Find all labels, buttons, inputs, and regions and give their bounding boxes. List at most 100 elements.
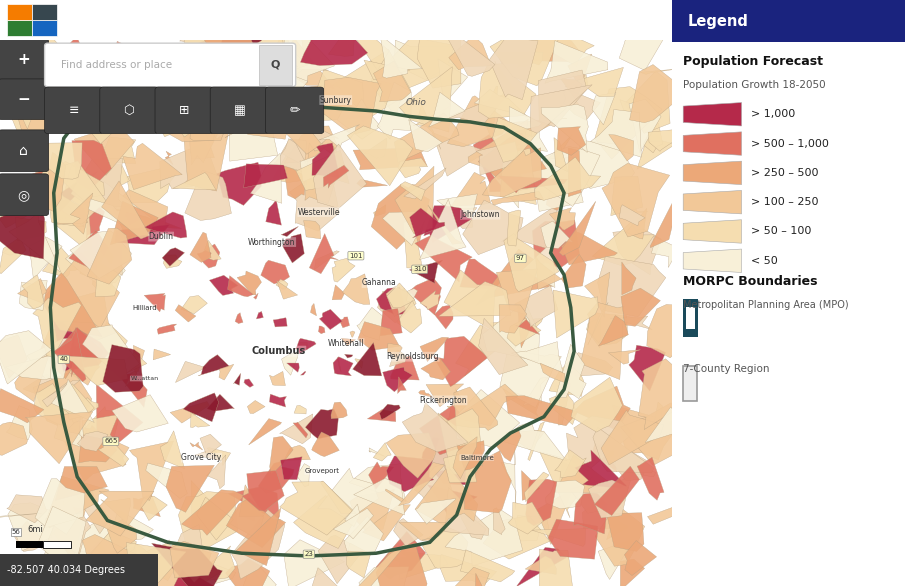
Polygon shape bbox=[522, 244, 555, 288]
Polygon shape bbox=[294, 406, 306, 414]
FancyBboxPatch shape bbox=[210, 87, 269, 134]
Polygon shape bbox=[6, 406, 33, 440]
Polygon shape bbox=[619, 16, 669, 70]
Polygon shape bbox=[310, 304, 317, 316]
Polygon shape bbox=[452, 437, 477, 479]
Polygon shape bbox=[36, 86, 72, 109]
Polygon shape bbox=[179, 70, 205, 103]
Polygon shape bbox=[0, 193, 41, 228]
Polygon shape bbox=[368, 448, 386, 456]
Polygon shape bbox=[409, 260, 443, 284]
Polygon shape bbox=[233, 373, 241, 385]
Polygon shape bbox=[0, 237, 26, 274]
Polygon shape bbox=[553, 290, 598, 338]
Polygon shape bbox=[118, 540, 152, 585]
Text: Worthington: Worthington bbox=[248, 237, 296, 247]
Polygon shape bbox=[609, 447, 646, 481]
Polygon shape bbox=[424, 206, 472, 243]
Polygon shape bbox=[235, 313, 243, 323]
Polygon shape bbox=[561, 254, 586, 288]
Polygon shape bbox=[281, 226, 299, 237]
Polygon shape bbox=[67, 59, 119, 108]
Polygon shape bbox=[0, 422, 27, 455]
Polygon shape bbox=[5, 81, 38, 129]
Polygon shape bbox=[199, 21, 259, 80]
Polygon shape bbox=[683, 132, 741, 155]
Text: MTP 2020-2050 Population and Employment Forecasts: MTP 2020-2050 Population and Employment … bbox=[104, 10, 747, 30]
Polygon shape bbox=[71, 328, 109, 377]
Text: > 100 – 250: > 100 – 250 bbox=[751, 197, 818, 207]
Bar bbox=[687, 307, 695, 329]
Polygon shape bbox=[119, 352, 147, 374]
Polygon shape bbox=[54, 424, 95, 452]
Polygon shape bbox=[395, 166, 434, 234]
Polygon shape bbox=[393, 551, 448, 580]
Polygon shape bbox=[88, 86, 123, 124]
Polygon shape bbox=[179, 22, 224, 55]
Polygon shape bbox=[364, 138, 387, 159]
Polygon shape bbox=[107, 519, 137, 553]
Polygon shape bbox=[290, 165, 339, 231]
Polygon shape bbox=[82, 534, 151, 586]
Text: 7-County Region: 7-County Region bbox=[683, 364, 769, 374]
Polygon shape bbox=[297, 464, 310, 486]
Polygon shape bbox=[147, 54, 178, 81]
Polygon shape bbox=[228, 501, 263, 539]
Polygon shape bbox=[196, 497, 233, 540]
Polygon shape bbox=[553, 31, 595, 67]
Polygon shape bbox=[198, 355, 230, 376]
Polygon shape bbox=[173, 524, 205, 582]
Text: ≡: ≡ bbox=[69, 104, 79, 117]
Polygon shape bbox=[300, 12, 367, 66]
Text: +: + bbox=[17, 52, 30, 67]
Polygon shape bbox=[395, 113, 459, 162]
Polygon shape bbox=[186, 122, 214, 159]
Polygon shape bbox=[90, 161, 129, 193]
Polygon shape bbox=[476, 249, 554, 306]
Polygon shape bbox=[376, 287, 405, 315]
Polygon shape bbox=[243, 471, 284, 511]
Polygon shape bbox=[43, 380, 80, 407]
Polygon shape bbox=[50, 308, 93, 372]
Text: Whitehall: Whitehall bbox=[328, 339, 364, 347]
Polygon shape bbox=[163, 255, 182, 268]
Text: Westerville: Westerville bbox=[298, 207, 340, 216]
Polygon shape bbox=[95, 384, 143, 452]
Polygon shape bbox=[546, 480, 585, 509]
Polygon shape bbox=[483, 516, 550, 559]
Polygon shape bbox=[173, 172, 216, 190]
Polygon shape bbox=[574, 493, 607, 534]
Polygon shape bbox=[229, 120, 278, 161]
Polygon shape bbox=[398, 462, 444, 506]
Polygon shape bbox=[232, 510, 285, 579]
Polygon shape bbox=[348, 126, 413, 186]
Polygon shape bbox=[184, 17, 226, 68]
Polygon shape bbox=[504, 422, 567, 461]
Polygon shape bbox=[33, 298, 81, 357]
Polygon shape bbox=[549, 362, 584, 396]
Polygon shape bbox=[530, 85, 592, 137]
Polygon shape bbox=[284, 540, 345, 586]
Polygon shape bbox=[506, 430, 544, 450]
Polygon shape bbox=[391, 39, 460, 89]
FancyBboxPatch shape bbox=[265, 87, 324, 134]
Polygon shape bbox=[564, 353, 613, 376]
Polygon shape bbox=[630, 64, 686, 122]
Polygon shape bbox=[305, 143, 346, 204]
Polygon shape bbox=[386, 489, 407, 502]
Text: Q: Q bbox=[271, 60, 280, 70]
Polygon shape bbox=[496, 52, 543, 68]
Polygon shape bbox=[187, 100, 222, 165]
Polygon shape bbox=[592, 93, 616, 125]
Polygon shape bbox=[170, 541, 219, 578]
Polygon shape bbox=[123, 144, 182, 190]
Polygon shape bbox=[541, 221, 573, 248]
Polygon shape bbox=[126, 372, 137, 387]
Polygon shape bbox=[14, 354, 50, 401]
Polygon shape bbox=[540, 134, 573, 171]
Polygon shape bbox=[652, 236, 689, 268]
Polygon shape bbox=[362, 505, 410, 541]
Polygon shape bbox=[207, 448, 231, 466]
Polygon shape bbox=[500, 348, 561, 408]
Polygon shape bbox=[43, 36, 90, 80]
